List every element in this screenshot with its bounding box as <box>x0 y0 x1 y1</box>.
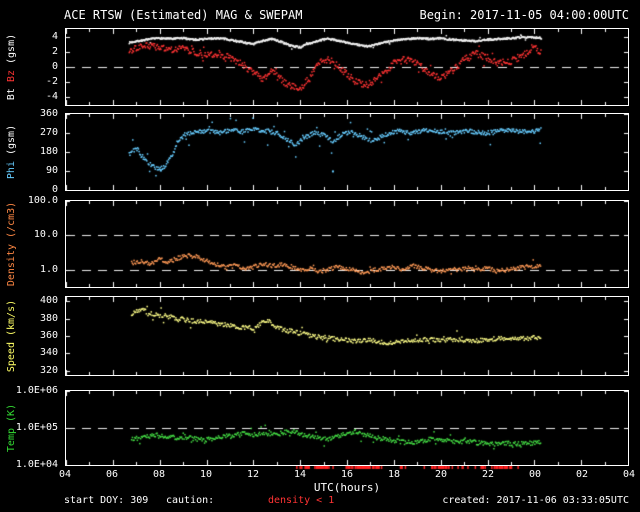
ytick-phi-90: 90 <box>45 165 58 176</box>
ylabel-density-part: (/cm3) <box>6 201 17 238</box>
ylabel-temp-part: Temp <box>6 421 17 453</box>
xtick-5: 14 <box>293 469 307 480</box>
ytick-speed-340: 340 <box>39 347 58 359</box>
ytick-density-1.0: 1.0 <box>39 263 58 275</box>
ytick-bt-bz--4: -4 <box>45 91 58 103</box>
ytick-temp-1.0E+06: 1.0E+06 <box>15 385 58 396</box>
ylabel-temp: Temp (K) <box>6 403 17 453</box>
xtick-0: 04 <box>58 469 72 480</box>
caution-label: caution: <box>166 495 215 506</box>
panel-temp <box>65 390 629 466</box>
xtick-8: 20 <box>434 469 448 480</box>
plot-title: ACE RTSW (Estimated) MAG & SWEPAM <box>64 8 303 22</box>
ytick-bt-bz-2: 2 <box>51 45 58 57</box>
ytick-speed-320: 320 <box>39 364 58 376</box>
ylabel-density-part: Density <box>6 237 17 287</box>
header-bar: ACE RTSW (Estimated) MAG & SWEPAM Begin:… <box>64 8 629 22</box>
ylabel-density: Density (/cm3) <box>6 201 17 287</box>
panel-density-canvas <box>66 201 628 287</box>
ytick-density-10.0: 10.0 <box>33 229 58 241</box>
ytick-speed-400: 400 <box>39 295 58 307</box>
ylabel-bt-bz-part: Bz <box>6 63 17 83</box>
ytick-density-100.0: 100.0 <box>27 195 58 206</box>
ylabel-speed-part: Speed <box>6 336 17 373</box>
xtick-1: 06 <box>105 469 119 480</box>
panel-phi-canvas <box>66 114 628 190</box>
panel-temp-canvas <box>66 391 628 465</box>
xtick-9: 22 <box>481 469 495 480</box>
xtick-4: 12 <box>246 469 260 480</box>
panel-bt-bz-canvas <box>66 29 628 105</box>
caution-marks <box>65 466 629 471</box>
xtick-2: 08 <box>152 469 166 480</box>
ytick-bt-bz-4: 4 <box>51 30 58 42</box>
xtick-10: 00 <box>528 469 542 480</box>
ylabel-phi-part: Phi <box>6 155 17 180</box>
ytick-temp-1.0E+05: 1.0E+05 <box>15 422 58 433</box>
ylabel-bt-bz-part: (gsm) <box>6 33 17 64</box>
panel-bt-bz <box>65 28 629 106</box>
x-axis-title: UTC(hours) <box>313 481 381 494</box>
ylabel-speed-part: (km/s) <box>6 299 17 336</box>
caution-value: density < 1 <box>268 495 335 506</box>
ylabel-bt-bz: Bt Bz (gsm) <box>6 33 17 101</box>
start-doy: start DOY: 309 <box>64 495 149 506</box>
ylabel-bt-bz-part: Bt <box>6 82 17 101</box>
ytick-phi-180: 180 <box>39 146 58 157</box>
ytick-temp-1.0E+04: 1.0E+04 <box>15 459 58 470</box>
ytick-bt-bz--2: -2 <box>45 76 58 88</box>
ytick-speed-380: 380 <box>39 312 58 324</box>
panel-phi <box>65 113 629 191</box>
ylabel-temp-part: (K) <box>6 403 17 422</box>
ytick-bt-bz-0: 0 <box>51 61 58 72</box>
ylabel-phi-part: (gsm) <box>6 124 17 156</box>
xtick-7: 18 <box>387 469 401 480</box>
panel-speed-canvas <box>66 297 628 375</box>
panel-speed <box>65 296 629 376</box>
ytick-speed-360: 360 <box>39 330 58 341</box>
ytick-phi-0: 0 <box>51 184 58 195</box>
ytick-phi-360: 360 <box>39 108 58 119</box>
created-timestamp: created: 2017-11-06 03:33:05UTC <box>442 495 629 506</box>
xtick-3: 10 <box>199 469 213 480</box>
ylabel-speed: Speed (km/s) <box>6 299 17 373</box>
ylabel-phi: Phi (gsm) <box>6 124 17 180</box>
begin-timestamp: Begin: 2017-11-05 04:00:00UTC <box>419 8 629 22</box>
xtick-11: 02 <box>575 469 589 480</box>
panel-density <box>65 200 629 288</box>
xtick-6: 16 <box>340 469 354 480</box>
ytick-phi-270: 270 <box>39 127 58 138</box>
xtick-12: 04 <box>622 469 636 480</box>
